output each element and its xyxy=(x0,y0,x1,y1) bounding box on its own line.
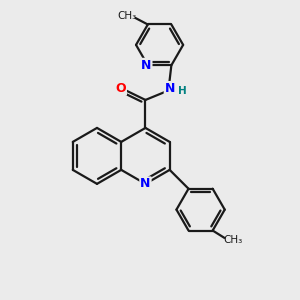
Text: N: N xyxy=(141,59,152,72)
Text: CH₃: CH₃ xyxy=(117,11,136,21)
Text: O: O xyxy=(116,82,126,95)
Text: N: N xyxy=(140,177,151,190)
Text: H: H xyxy=(178,85,187,95)
Text: CH₃: CH₃ xyxy=(224,235,243,245)
Text: N: N xyxy=(165,82,175,95)
